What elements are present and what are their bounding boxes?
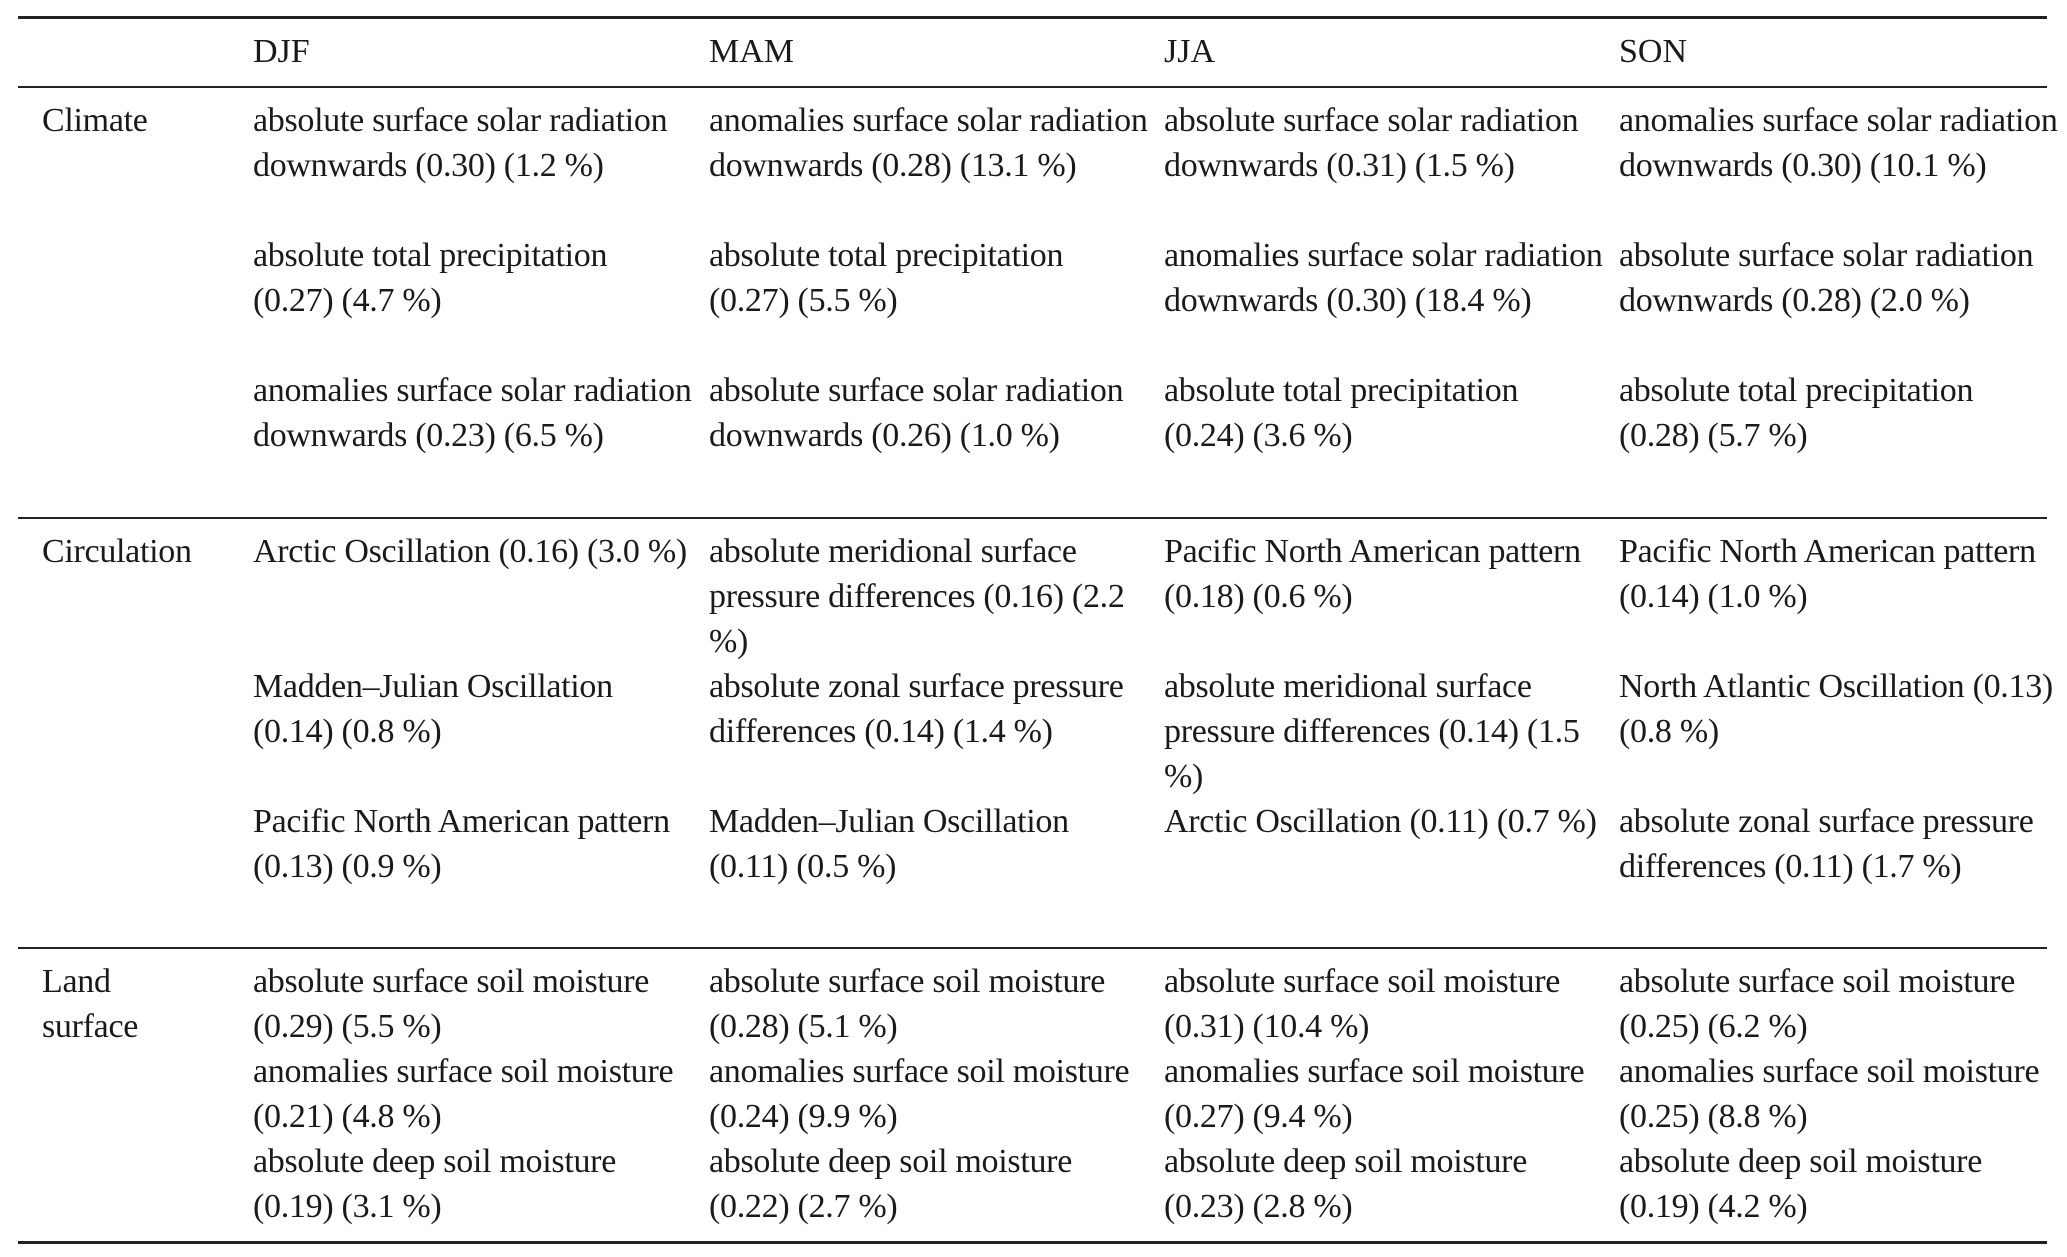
header-cell-djf: DJF <box>253 33 310 70</box>
row-label-climate: Climate <box>42 102 148 139</box>
cell-climate-mam: anomalies surface solar radiation downwa… <box>709 98 1149 503</box>
table-item: absolute deep soil moisture (0.19) (3.1 … <box>253 1143 616 1225</box>
table-item: Madden–Julian Oscillation (0.14) (0.8 %) <box>253 668 613 750</box>
table-item: absolute zonal surface pressure differen… <box>1619 803 2034 885</box>
table-item: Pacific North American pattern (0.14) (1… <box>1619 533 2036 615</box>
table-item: Pacific North American pattern (0.18) (0… <box>1164 533 1581 615</box>
table-item: anomalies surface soil moisture (0.21) (… <box>253 1053 674 1135</box>
table-item: absolute surface soil moisture (0.31) (1… <box>1164 963 1561 1045</box>
cell-land-mam: absolute surface soil moisture (0.28) (5… <box>709 959 1149 1229</box>
table-item: anomalies surface soil moisture (0.27) (… <box>1164 1053 1585 1135</box>
table-item: Arctic Oscillation (0.16) (3.0 %) <box>253 533 687 570</box>
cell-land-son: absolute surface soil moisture (0.25) (6… <box>1619 959 2059 1229</box>
table-item: anomalies surface solar radiation downwa… <box>1164 237 1603 319</box>
top-rule <box>18 16 2047 19</box>
cell-land-djf: absolute surface soil moisture (0.29) (5… <box>253 959 693 1229</box>
table-item: absolute total precipitation (0.28) (5.7… <box>1619 372 1974 454</box>
table-item: absolute meridional surface pressure dif… <box>1164 668 1580 795</box>
row-land-surface: Land surface absolute surface soil moist… <box>18 949 2047 1241</box>
header-cell-jja: JJA <box>1164 33 1216 70</box>
cell-climate-djf: absolute surface solar radiation downwar… <box>253 98 693 503</box>
table-item: absolute surface soil moisture (0.28) (5… <box>709 963 1106 1045</box>
table-item: Arctic Oscillation (0.11) (0.7 %) <box>1164 803 1597 840</box>
header-cell-mam: MAM <box>709 33 795 70</box>
header-rule <box>18 86 2047 88</box>
table-item: absolute deep soil moisture (0.22) (2.7 … <box>709 1143 1072 1225</box>
table-item: anomalies surface soil moisture (0.24) (… <box>709 1053 1130 1135</box>
cell-circulation-djf: Arctic Oscillation (0.16) (3.0 %) Madden… <box>253 529 693 934</box>
table-item: absolute total precipitation (0.27) (5.5… <box>709 237 1064 319</box>
table-item: absolute surface solar radiation downwar… <box>1164 102 1579 184</box>
table-item: anomalies surface soil moisture (0.25) (… <box>1619 1053 2040 1135</box>
table-item: absolute total precipitation (0.24) (3.6… <box>1164 372 1519 454</box>
table-item: absolute surface soil moisture (0.25) (6… <box>1619 963 2016 1045</box>
row-circulation: Circulation Arctic Oscillation (0.16) (3… <box>18 519 2053 947</box>
row-label-circulation: Circulation <box>42 533 192 570</box>
bottom-rule <box>18 1241 2047 1244</box>
table-item: absolute deep soil moisture (0.23) (2.8 … <box>1164 1143 1527 1225</box>
cell-circulation-son: Pacific North American pattern (0.14) (1… <box>1619 529 2059 934</box>
table-item: anomalies surface solar radiation downwa… <box>709 102 1148 184</box>
table-item: North Atlantic Oscillation (0.13) (0.8 %… <box>1619 668 2053 750</box>
cell-climate-jja: absolute surface solar radiation downwar… <box>1164 98 1604 503</box>
section-rule <box>18 517 2047 519</box>
table-item: Madden–Julian Oscillation (0.11) (0.5 %) <box>709 803 1069 885</box>
cell-circulation-jja: Pacific North American pattern (0.18) (0… <box>1164 529 1604 934</box>
table-item: absolute meridional surface pressure dif… <box>709 533 1125 660</box>
table-item: absolute total precipitation (0.27) (4.7… <box>253 237 608 319</box>
table-item: absolute deep soil moisture (0.19) (4.2 … <box>1619 1143 1982 1225</box>
results-table: DJF MAM JJA SON Climate absolute surface… <box>18 16 2058 1244</box>
table-item: absolute zonal surface pressure differen… <box>709 668 1124 750</box>
table-item: absolute surface solar radiation downwar… <box>709 372 1124 454</box>
cell-land-jja: absolute surface soil moisture (0.31) (1… <box>1164 959 1604 1229</box>
cell-circulation-mam: absolute meridional surface pressure dif… <box>709 529 1149 934</box>
table-item: anomalies surface solar radiation downwa… <box>1619 102 2058 184</box>
table-item: absolute surface solar radiation downwar… <box>1619 237 2034 319</box>
table-item: absolute surface soil moisture (0.29) (5… <box>253 963 650 1045</box>
table-header-row: DJF MAM JJA SON <box>18 19 2047 86</box>
table-item: Pacific North American pattern (0.13) (0… <box>253 803 670 885</box>
row-label-land-surface: Land surface <box>42 963 139 1045</box>
table-item: anomalies surface solar radiation downwa… <box>253 372 692 454</box>
table-item: absolute surface solar radiation downwar… <box>253 102 668 184</box>
cell-climate-son: anomalies surface solar radiation downwa… <box>1619 98 2059 503</box>
header-cell-son: SON <box>1619 33 1688 70</box>
section-rule <box>18 947 2047 949</box>
row-climate: Climate absolute surface solar radiation… <box>18 88 2058 517</box>
